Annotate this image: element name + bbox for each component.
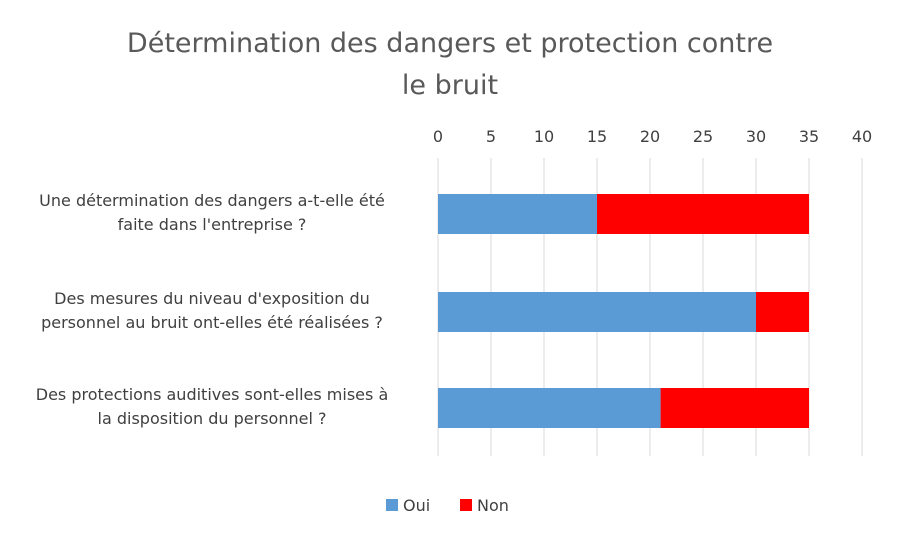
bar-non-1 <box>756 292 809 332</box>
category-label-0-line-1: faite dans l'entreprise ? <box>118 215 307 234</box>
x-tick-label: 20 <box>640 127 660 146</box>
chart-title-line-1: Détermination des dangers et protection … <box>127 28 773 59</box>
bar-group <box>438 194 809 428</box>
x-tick-label: 10 <box>534 127 554 146</box>
bar-oui-2 <box>438 388 661 428</box>
x-tick-label: 0 <box>433 127 443 146</box>
category-label-2-line-0: Des protections auditives sont-elles mis… <box>36 385 389 404</box>
x-tick-label: 40 <box>852 127 872 146</box>
legend-label-oui: Oui <box>403 496 430 515</box>
legend-label-non: Non <box>477 496 509 515</box>
x-tick-label: 30 <box>746 127 766 146</box>
legend: Oui Non <box>386 496 509 515</box>
bar-non-2 <box>660 388 809 428</box>
legend-swatch-non <box>460 499 472 511</box>
bar-oui-0 <box>438 194 597 234</box>
x-axis-tick-labels: 0 5 10 15 20 25 30 35 40 <box>433 127 872 146</box>
category-label-0-line-0: Une détermination des dangers a-t-elle é… <box>39 191 385 210</box>
x-tick-label: 15 <box>587 127 607 146</box>
category-label-1-line-1: personnel au bruit ont-elles été réalisé… <box>41 313 383 332</box>
legend-swatch-oui <box>386 499 398 511</box>
category-labels: Une détermination des dangers a-t-elle é… <box>36 191 389 428</box>
x-tick-label: 35 <box>799 127 819 146</box>
bar-non-0 <box>597 194 809 234</box>
chart-title-line-2: le bruit <box>402 70 498 101</box>
x-tick-label: 25 <box>693 127 713 146</box>
x-tick-label: 5 <box>486 127 496 146</box>
chart-title: Détermination des dangers et protection … <box>127 28 773 101</box>
category-label-1-line-0: Des mesures du niveau d'exposition du <box>54 289 370 308</box>
bar-oui-1 <box>438 292 756 332</box>
category-label-2-line-1: la disposition du personnel ? <box>98 409 327 428</box>
